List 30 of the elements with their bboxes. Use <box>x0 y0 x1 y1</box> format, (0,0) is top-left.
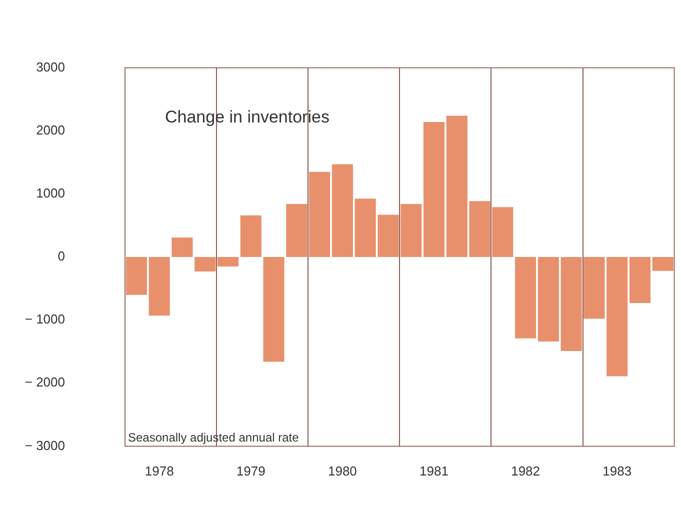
bar <box>126 257 147 295</box>
y-tick-label: − 2000 <box>24 374 65 390</box>
x-tick-label: 1979 <box>236 464 266 479</box>
bar <box>332 164 353 257</box>
bar <box>172 237 193 257</box>
y-tick-label: − 3000 <box>24 438 65 453</box>
x-tick-label: 1978 <box>144 464 174 479</box>
bar <box>652 257 674 271</box>
bar <box>148 257 170 316</box>
bar <box>423 122 445 257</box>
y-tick-label: 0 <box>58 248 65 264</box>
bar <box>629 257 651 304</box>
bar <box>240 215 262 257</box>
y-tick-label: 1000 <box>36 186 65 201</box>
bar <box>400 204 422 257</box>
bar <box>217 257 239 266</box>
x-tick-label: 1983 <box>602 464 632 479</box>
bar <box>286 204 308 257</box>
x-tick-label: 1981 <box>420 464 448 479</box>
y-tick-label: 3000 <box>36 59 65 74</box>
y-tick-label: 2000 <box>36 122 65 138</box>
y-tick-label: − 1000 <box>24 312 65 327</box>
bar <box>263 257 284 362</box>
bar <box>606 257 628 376</box>
bar <box>515 257 536 338</box>
bar <box>538 257 559 342</box>
x-tick-label: 1980 <box>328 464 357 479</box>
x-tick-label: 1982 <box>511 464 540 479</box>
bar <box>194 257 216 272</box>
bar <box>309 172 330 257</box>
